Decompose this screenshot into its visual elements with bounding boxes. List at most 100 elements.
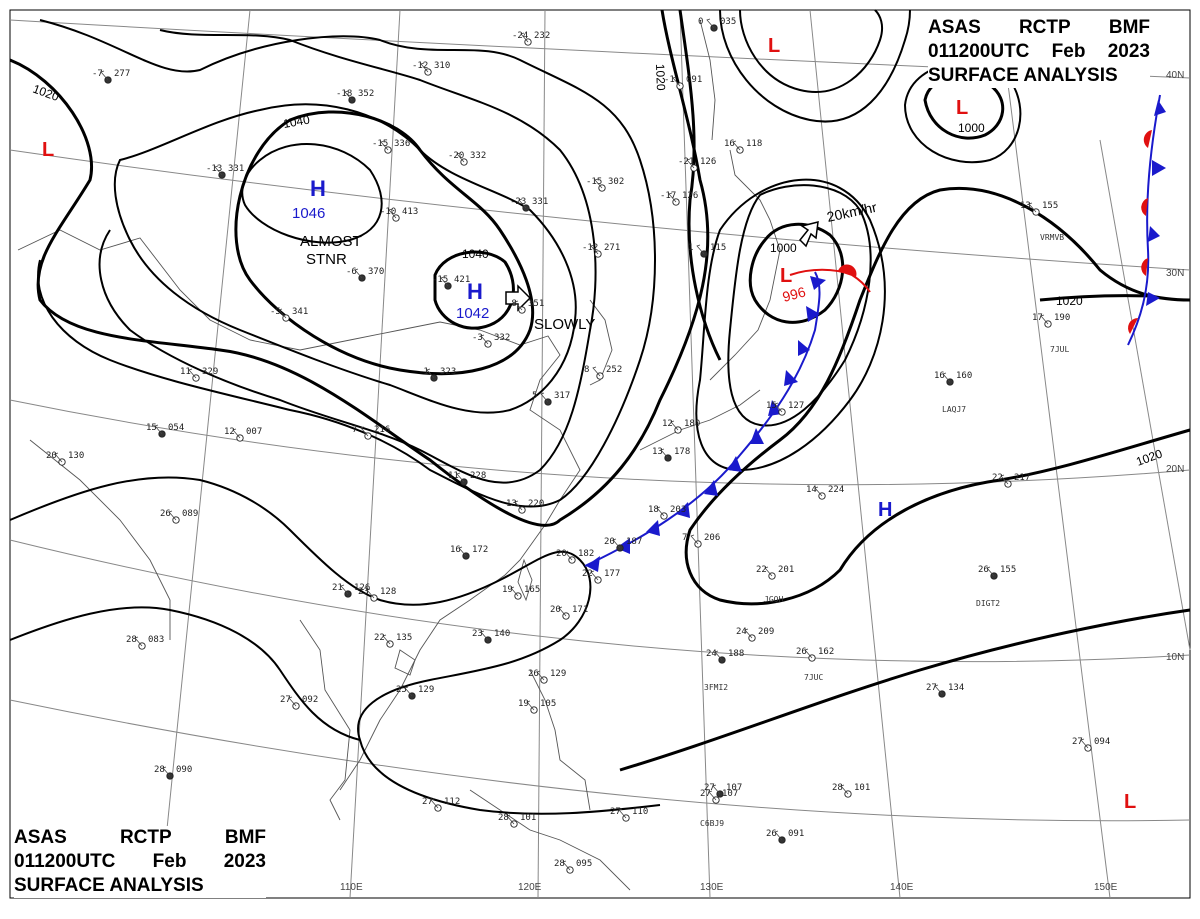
wind-barb	[840, 784, 849, 795]
wind-barb	[656, 506, 665, 517]
station-pressure: 171	[572, 605, 588, 615]
isobar-1020-east	[684, 187, 1191, 606]
station-temperature: 27	[422, 797, 433, 807]
station-ids: VRMVB 7JUL LAQJ7 JGQH DIGT2 7JUC 3FMI2 C…	[700, 233, 1069, 828]
station-plot: 23 128	[358, 587, 396, 602]
wind-barb	[540, 392, 549, 403]
station-plot: -1 323	[418, 367, 456, 382]
station-pressure: 112	[444, 797, 460, 807]
meridian-100e	[159, 9, 251, 899]
isobar-label: 1040	[282, 112, 311, 130]
station-plot: 5 317	[532, 391, 570, 406]
station-pressure: 135	[396, 633, 412, 643]
meridian-160e	[1099, 139, 1191, 651]
station-pressure: 101	[520, 813, 536, 823]
wind-barb	[558, 606, 567, 617]
station-pressure: 140	[494, 629, 510, 639]
station-pressure: 107	[722, 789, 738, 799]
station-pressure: 224	[828, 485, 844, 495]
station-temperature: 14	[806, 485, 817, 495]
header-line-3: SURFACE ANALYSIS	[14, 874, 266, 898]
wind-barb	[420, 62, 429, 73]
station-pressure: 177	[604, 569, 620, 579]
wind-barb	[520, 32, 529, 43]
station-temperature: 27	[280, 695, 291, 705]
high-center-value: 1046	[292, 205, 325, 222]
coast-japan	[639, 149, 781, 451]
station-temperature: -3	[472, 333, 483, 343]
station-pressure: 329	[202, 367, 218, 377]
wind-barb	[366, 588, 375, 599]
station-temperature: 16	[450, 545, 461, 555]
coast-philippines	[529, 669, 591, 811]
station-pressure: 092	[302, 695, 318, 705]
isobar-1020-east-lbl	[1039, 294, 1151, 302]
station-temperature: 15	[146, 423, 157, 433]
station-id: 7JUC	[804, 673, 823, 682]
wind-barb	[458, 546, 467, 557]
station-plot: -15 336	[372, 139, 410, 154]
station-temperature: 19	[502, 585, 513, 595]
station-plot: 12 180	[662, 419, 700, 434]
station-temperature: 23	[472, 629, 483, 639]
stationary-front-east-barbs	[1146, 100, 1166, 306]
station-pressure: 007	[246, 427, 262, 437]
wind-barb	[360, 426, 369, 437]
station-temperature: 26	[528, 669, 539, 679]
station-temperature: -1	[664, 75, 675, 85]
station-pressure: 101	[854, 783, 870, 793]
low-center-symbol: L	[768, 35, 780, 57]
station-pressure: 105	[540, 699, 556, 709]
station-temperature: 20	[556, 549, 567, 559]
station-temperature: 7	[352, 425, 357, 435]
station-temperature: 28	[154, 765, 165, 775]
wind-barb	[668, 192, 677, 203]
wind-barb	[732, 140, 741, 151]
isobar-south-2	[9, 606, 361, 741]
isobar-label: 1000	[958, 121, 985, 135]
station-temperature: -7	[92, 69, 103, 79]
header-year: 2023	[1107, 41, 1150, 62]
high-center-value: 1042	[456, 305, 489, 322]
wind-barb	[404, 686, 413, 697]
longitude-label: 110E	[340, 882, 363, 893]
station-temperature: 21	[332, 583, 343, 593]
station-plot: 16 160	[934, 371, 972, 386]
wind-barb	[456, 472, 465, 483]
station-plot: -18 352	[336, 89, 374, 104]
header-title: SURFACE ANALYSIS	[14, 875, 204, 896]
axis-labels: 110E 120E 130E 140E 150E 40N 30N 20N 10N	[340, 70, 1184, 893]
station-temperature: 5	[532, 391, 537, 401]
parallel-30n	[9, 149, 1191, 271]
station-plot: 8 252	[584, 365, 622, 380]
station-id: 3FMI2	[704, 683, 728, 692]
station-pressure: 035	[720, 17, 736, 27]
header-agency: ASAS	[14, 827, 67, 848]
station-plot: 28 101	[832, 783, 870, 798]
station-plot: 20 171	[550, 605, 588, 620]
motion-arrow-low	[798, 221, 819, 248]
station-pressure: 126	[700, 157, 716, 167]
station-plot: -8 351	[506, 299, 544, 314]
isobar-south-1	[9, 476, 661, 815]
header-code: BMF	[224, 827, 266, 848]
station-plot: 20 130	[46, 451, 84, 466]
high-center-symbol: H	[878, 499, 892, 521]
station-plot: 27 107	[704, 783, 742, 798]
station-plot: 26 155	[978, 565, 1016, 580]
wind-barb	[1028, 202, 1037, 213]
station-pressure: 341	[292, 307, 308, 317]
station-pressure: 107	[726, 783, 742, 793]
wind-barb	[134, 636, 143, 647]
station-temperature: 27	[926, 683, 937, 693]
station-temperature: 26	[160, 509, 171, 519]
meridian-110e	[349, 9, 401, 899]
station-plot: 13 178	[652, 447, 690, 462]
station-plot: 27 107	[700, 789, 738, 804]
low-center-value: 996	[781, 283, 808, 305]
wind-barb	[804, 648, 813, 659]
wind-barb	[744, 628, 753, 639]
station-pressure: 054	[168, 423, 184, 433]
station-plot: 21 126	[332, 583, 370, 598]
